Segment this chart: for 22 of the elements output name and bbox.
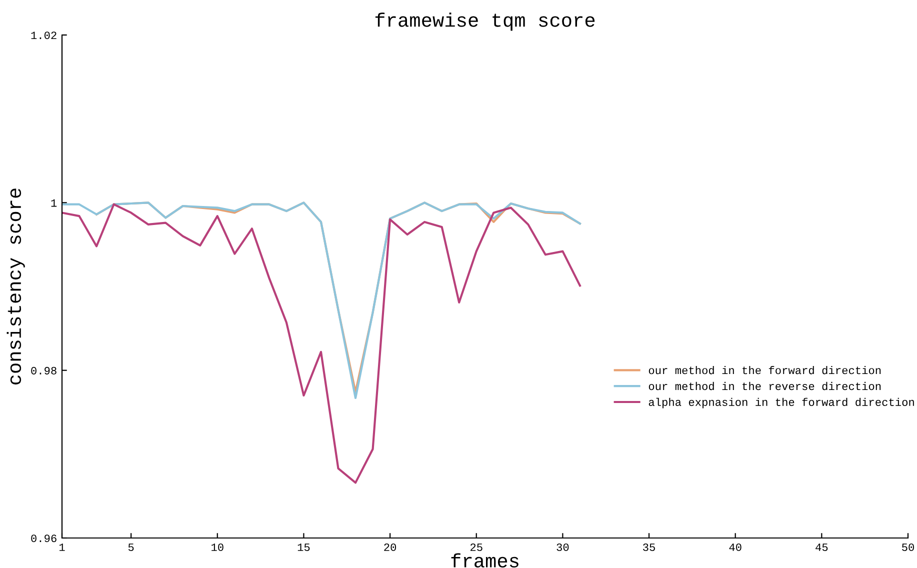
x-tick-label: 30 bbox=[556, 543, 569, 552]
x-tick-label: 1 bbox=[59, 544, 65, 551]
x-tick-label: 45 bbox=[816, 544, 828, 552]
x-tick-label: 25 bbox=[470, 543, 482, 552]
y-tick-label: 0.96 bbox=[31, 534, 56, 542]
y-tick-label: 1 bbox=[51, 199, 57, 207]
x-tick-label: 20 bbox=[384, 543, 396, 552]
x-tick-label: 35 bbox=[643, 543, 655, 552]
y-tick-label: 1.02 bbox=[31, 32, 56, 40]
chart-title: framewise tqm score bbox=[375, 12, 595, 31]
legend-label: our method in the forward direction bbox=[648, 366, 881, 374]
line-series bbox=[62, 203, 582, 484]
x-tick-label: 50 bbox=[902, 543, 914, 552]
x-tick-label: 10 bbox=[212, 543, 224, 552]
legend-label: alpha expnasion in the forward direction bbox=[648, 398, 914, 408]
x-tick-label: 5 bbox=[128, 544, 134, 552]
x-axis-title: frames bbox=[451, 553, 518, 568]
y-tick-label: 0.98 bbox=[31, 366, 56, 374]
y-axis-title: consistency score bbox=[6, 188, 25, 384]
x-tick-label: 40 bbox=[729, 543, 742, 552]
x-tick-label: 15 bbox=[298, 544, 310, 552]
legend-label: our method in the reverse direction bbox=[648, 382, 881, 390]
